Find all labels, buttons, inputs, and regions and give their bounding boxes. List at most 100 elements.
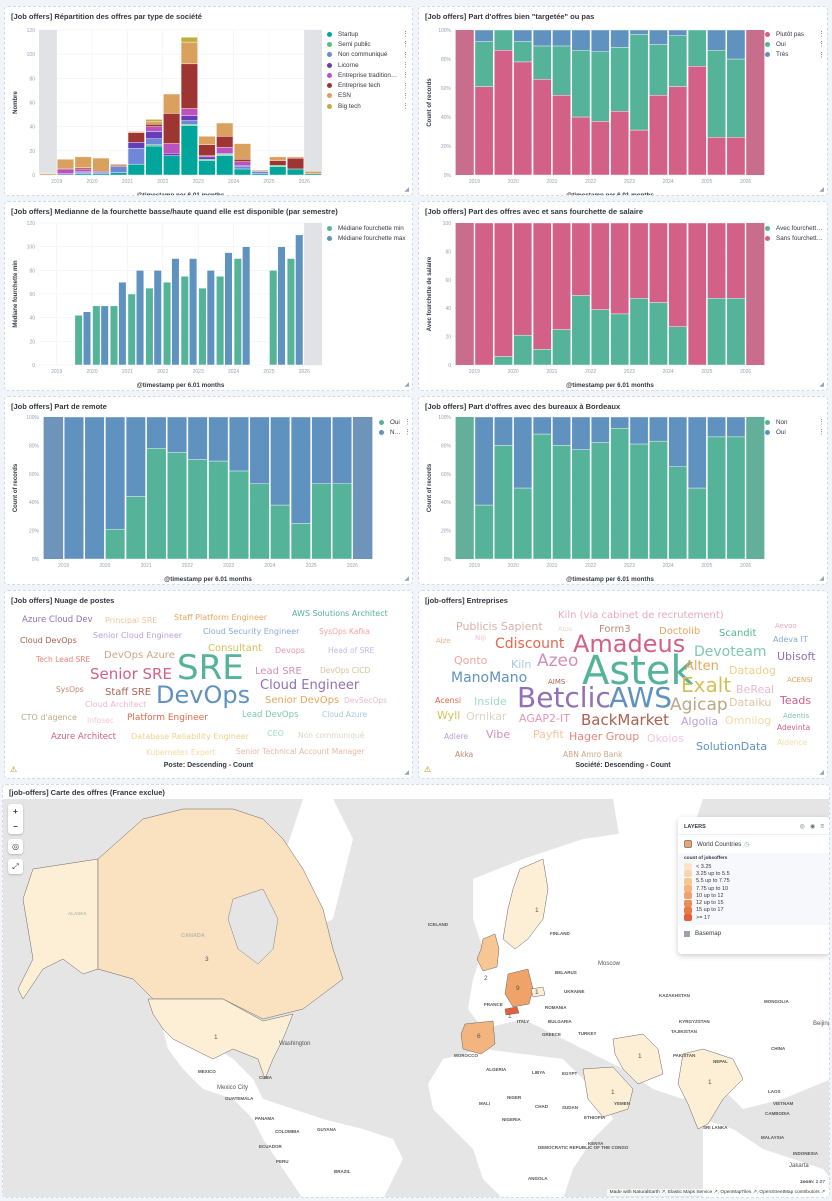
word-cloud-term[interactable]: Non communiqué <box>298 731 365 740</box>
legend-item[interactable]: Startup ⋮ <box>327 29 409 39</box>
legend-item[interactable]: Non communiqué ⋮ <box>327 50 409 60</box>
word-cloud-term[interactable]: Aize <box>436 637 451 645</box>
word-cloud-term[interactable]: Database Reliability Engineer <box>131 732 249 741</box>
legend-menu-icon[interactable]: ⋮ <box>404 419 411 427</box>
word-cloud-term[interactable]: Amadeus <box>573 630 686 658</box>
word-cloud-term[interactable]: Staff SRE <box>105 687 152 698</box>
word-cloud-term[interactable]: Cloud Engineer <box>260 678 360 693</box>
word-cloud-term[interactable]: Betclic <box>517 681 611 714</box>
word-cloud-term[interactable]: Cloud Architect <box>85 700 147 709</box>
legend-item[interactable]: Plutôt pas ⋮ <box>765 29 825 39</box>
word-cloud-term[interactable]: Publicis Sapient <box>456 620 543 633</box>
legend-item[interactable]: Big tech ⋮ <box>327 101 409 111</box>
word-cloud-term[interactable]: Teads <box>780 694 812 707</box>
word-cloud-term[interactable]: Senior SRE <box>90 665 172 683</box>
word-cloud-term[interactable]: Platform Engineer <box>127 713 208 723</box>
legend-item[interactable]: Licorne ⋮ <box>327 60 409 70</box>
word-cloud-term[interactable]: Niji <box>475 634 487 642</box>
word-cloud-term[interactable]: SysOps Kafka <box>319 627 370 636</box>
word-cloud-term[interactable]: Senior Cloud Engineer <box>93 631 183 640</box>
legend-item[interactable]: Non ⋮ <box>379 427 411 437</box>
resize-handle[interactable]: ◢ <box>404 770 409 776</box>
word-cloud-term[interactable]: Form3 <box>599 624 631 635</box>
legend-item[interactable]: Médiane fourchette max <box>327 233 411 243</box>
word-cloud-term[interactable]: DevSecOps <box>344 696 387 705</box>
legend-item[interactable]: Oui ⋮ <box>379 417 411 427</box>
collapse-panel-icon[interactable]: ≡ <box>820 823 824 830</box>
resize-handle[interactable]: ◢ <box>404 382 409 388</box>
word-cloud-term[interactable]: SysOps <box>56 685 84 694</box>
zoom-in-button[interactable]: + <box>13 807 18 816</box>
word-cloud-term[interactable]: Kubernetes Expert <box>146 748 216 757</box>
word-cloud-term[interactable]: Acensi <box>435 696 462 705</box>
legend-item[interactable]: Non ⋮ <box>765 417 825 427</box>
legend-item[interactable]: Oui ⋮ <box>765 39 825 49</box>
word-cloud-term[interactable]: Tech Lead SRE <box>36 655 91 664</box>
word-cloud-term[interactable]: Exalt <box>681 673 732 697</box>
word-cloud-term[interactable]: Cloud Security Engineer <box>203 627 300 636</box>
fullscreen-button[interactable]: ⤢ <box>12 861 19 871</box>
word-cloud-term[interactable]: Kiln (via cabinet de recrutement) <box>558 610 724 621</box>
word-cloud-term[interactable]: Omnilog <box>725 714 772 727</box>
legend-item[interactable]: Entreprise tech ⋮ <box>327 80 409 90</box>
word-cloud-term[interactable]: Azeo <box>537 651 579 671</box>
word-cloud-term[interactable]: Dataiku <box>729 696 772 709</box>
word-cloud-term[interactable]: Vibe <box>486 728 511 741</box>
word-cloud-term[interactable]: Staff Platform Engineer <box>174 613 268 622</box>
legend-item[interactable]: Médiane fourchette min <box>327 223 411 233</box>
word-cloud-term[interactable]: Devoteam <box>694 644 767 660</box>
word-cloud-term[interactable]: Aevoo <box>775 622 797 630</box>
word-cloud-term[interactable]: Datadog <box>729 664 776 677</box>
resize-handle[interactable]: ◢ <box>404 576 409 582</box>
resize-handle[interactable]: ◢ <box>819 576 824 582</box>
resize-handle[interactable]: ◢ <box>819 382 824 388</box>
word-cloud-term[interactable]: Senior Technical Account Manager <box>236 747 365 756</box>
word-cloud-term[interactable]: AWS <box>609 681 673 714</box>
word-cloud-term[interactable]: DevOps CICD <box>320 666 371 675</box>
word-cloud-term[interactable]: Lead DevOps <box>242 710 299 720</box>
word-cloud-term[interactable]: Adeva IT <box>773 635 808 644</box>
legend-menu-icon[interactable]: ⋮ <box>818 31 825 39</box>
legend-menu-icon[interactable]: ⋮ <box>402 62 409 70</box>
resize-handle[interactable]: ◢ <box>404 187 409 193</box>
legend-menu-icon[interactable]: ⋮ <box>402 72 409 80</box>
legend-item[interactable]: ESN ⋮ <box>327 91 409 101</box>
legend-item[interactable]: Semi public ⋮ <box>327 39 409 49</box>
map-canvas[interactable]: 3 1 9 6 2 1 1 1 1 1 1 ALASKA CANADA MEXI… <box>3 799 829 1197</box>
word-cloud-term[interactable]: AIMS <box>548 678 566 686</box>
word-cloud-term[interactable]: AGAP2-IT <box>519 712 570 725</box>
word-cloud-term[interactable]: Hager Group <box>569 730 640 743</box>
word-cloud-term[interactable]: Inside <box>474 695 507 708</box>
word-cloud-term[interactable]: Devops <box>275 646 305 655</box>
word-cloud-term[interactable]: Akka <box>455 750 474 759</box>
basemap-row[interactable]: Basemap <box>678 925 829 942</box>
locate-button[interactable]: ◎ <box>12 842 19 851</box>
word-cloud-term[interactable]: AWS Solutions Architect <box>292 609 388 618</box>
word-cloud-term[interactable]: Doctolib <box>659 626 701 637</box>
word-cloud-term[interactable]: Lead SRE <box>255 666 302 677</box>
layer-row[interactable]: World Countries ◷ <box>678 835 829 853</box>
resize-handle[interactable]: ◢ <box>819 187 824 193</box>
warning-icon[interactable]: ⚠ <box>10 765 18 774</box>
word-cloud-term[interactable]: Alten <box>685 659 719 674</box>
word-cloud-term[interactable]: Adentis <box>783 712 810 720</box>
hide-all-layers-icon[interactable]: ◎ <box>799 823 805 830</box>
word-cloud-term[interactable]: Azure Cloud Dev <box>22 615 93 625</box>
word-cloud-term[interactable]: DevOps Azure <box>104 650 175 661</box>
word-cloud-term[interactable]: CEO <box>267 729 284 738</box>
warning-icon[interactable]: ⚠ <box>424 765 432 774</box>
word-cloud-term[interactable]: Cloud Azure <box>322 710 368 719</box>
word-cloud-term[interactable]: BeReal <box>736 683 775 696</box>
word-cloud-term[interactable]: Scandit <box>719 628 757 639</box>
word-cloud-term[interactable]: Cloud DevOps <box>20 636 77 645</box>
legend-menu-icon[interactable]: ⋮ <box>402 82 409 90</box>
word-cloud-term[interactable]: Okoios <box>647 732 684 745</box>
legend-menu-icon[interactable]: ⋮ <box>402 41 409 49</box>
legend-menu-icon[interactable]: ⋮ <box>818 419 825 427</box>
word-cloud-term[interactable]: Aidence <box>777 738 808 747</box>
word-cloud-term[interactable]: Adevinta <box>777 723 811 732</box>
legend-item[interactable]: Entreprise traditionnelle ⋮ <box>327 70 409 80</box>
word-cloud-term[interactable]: Ornikar <box>466 710 507 723</box>
word-cloud-term[interactable]: Head of SRE <box>328 646 375 655</box>
word-cloud-term[interactable]: Agicap <box>670 695 728 715</box>
